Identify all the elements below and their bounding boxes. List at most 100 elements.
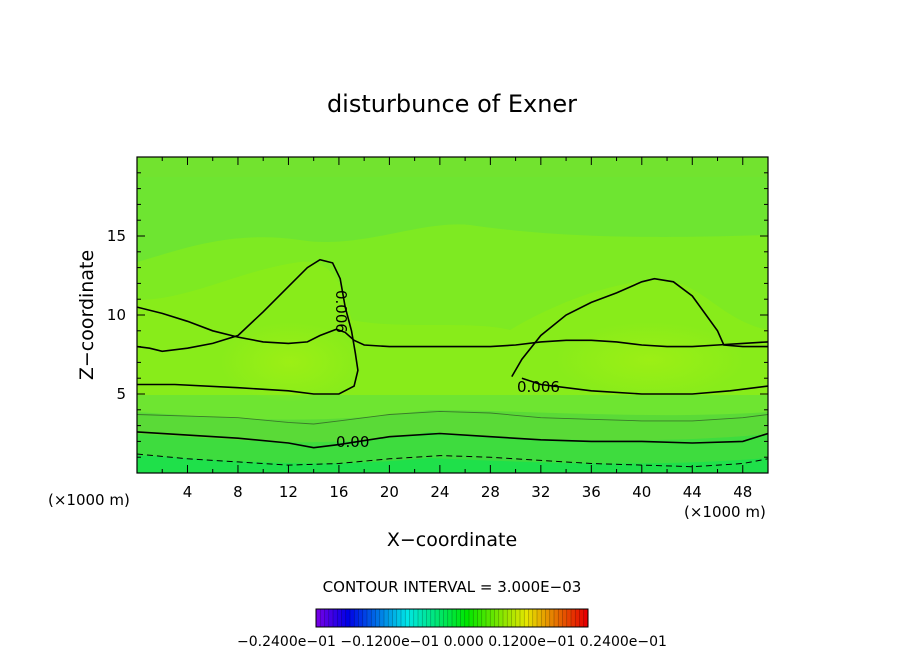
colorbar-swatch xyxy=(498,609,504,627)
x-tick-label: 20 xyxy=(380,483,399,501)
x-tick-label: 48 xyxy=(733,483,752,501)
colorbar-swatch xyxy=(316,609,321,627)
colorbar-swatch xyxy=(392,609,398,627)
colorbar-swatch xyxy=(456,609,461,627)
colorbar-swatch xyxy=(430,609,436,627)
colorbar-swatch xyxy=(435,609,440,627)
colorbar-swatch xyxy=(503,609,508,627)
colorbar-swatch xyxy=(354,609,359,627)
x-tick-label: 40 xyxy=(632,483,651,501)
colorbar-swatch xyxy=(575,609,580,627)
colorbar-swatch xyxy=(545,609,551,627)
colorbar-swatch xyxy=(418,609,423,627)
y-tick-labels: 5 10 15 xyxy=(107,227,126,403)
colorbar-swatch xyxy=(583,609,589,627)
colorbar-swatch xyxy=(541,609,546,627)
contour-label-left: 0.006 xyxy=(332,290,350,333)
x-tick-labels: 4 8 12 16 20 24 28 32 36 40 44 48 xyxy=(183,483,753,501)
colorbar-frame xyxy=(315,608,589,628)
colorbar-swatch xyxy=(409,609,415,627)
colorbar-swatch xyxy=(426,609,432,627)
colorbar-swatch xyxy=(350,609,355,627)
colorbar-swatch xyxy=(341,609,347,627)
colorbar-swatch xyxy=(554,609,559,627)
colorbar-swatch xyxy=(388,609,393,627)
colorbar-swatch xyxy=(481,609,487,627)
x-tick-label: 4 xyxy=(183,483,193,501)
colorbar-swatch xyxy=(443,609,449,627)
x-unit-right: (×1000 m) xyxy=(684,503,766,521)
colorbar-swatch xyxy=(328,609,334,627)
colorbar-swatch xyxy=(379,609,385,627)
colorbar-swatch xyxy=(579,609,585,627)
contour-interval-label: CONTOUR INTERVAL = 3.000E−03 xyxy=(323,578,582,596)
colorbar-swatch xyxy=(571,609,576,627)
plot-fill: 0.006 0.006 0.00 xyxy=(137,157,768,473)
colorbar-swatch xyxy=(566,609,572,627)
x-tick-label: 28 xyxy=(481,483,500,501)
colorbar-swatch xyxy=(507,609,512,627)
y-tick-label: 10 xyxy=(107,306,126,324)
colorbar-swatch xyxy=(549,609,555,627)
colorbar-swatch xyxy=(494,609,500,627)
colorbar-swatch xyxy=(486,609,491,627)
x-axis-label: X−coordinate xyxy=(387,529,517,551)
colorbar-swatch xyxy=(396,609,402,627)
x-tick-label: 44 xyxy=(683,483,702,501)
x-tick-label: 24 xyxy=(430,483,449,501)
chart-title: disturbunce of Exner xyxy=(327,90,577,118)
x-tick-label: 36 xyxy=(582,483,601,501)
x-tick-label: 32 xyxy=(531,483,550,501)
colorbar-swatch xyxy=(345,609,351,627)
colorbar-swatch xyxy=(362,609,368,627)
colorbar-swatch xyxy=(464,609,470,627)
contour-line-2 xyxy=(511,277,768,378)
colorbar-swatch xyxy=(375,609,381,627)
colorbar-swatch xyxy=(460,609,466,627)
x-tick-label: 12 xyxy=(279,483,298,501)
colorbar-swatch xyxy=(371,609,376,627)
colorbar-swatch xyxy=(452,609,457,627)
colorbar-swatch xyxy=(439,609,444,627)
contour-line-3 xyxy=(521,377,768,395)
colorbar-swatch xyxy=(562,609,568,627)
x-unit-left: (×1000 m) xyxy=(48,491,130,509)
colorbar-swatch xyxy=(367,609,372,627)
x-tick-label: 16 xyxy=(329,483,348,501)
colorbar-swatch xyxy=(358,609,364,627)
colorbar-swatch xyxy=(447,609,453,627)
colorbar-swatch xyxy=(473,609,478,627)
colorbar xyxy=(315,609,589,627)
colorbar-swatch xyxy=(333,609,338,627)
y-tick-label: 15 xyxy=(107,227,126,245)
colorbar-swatch xyxy=(469,609,474,627)
colorbar-swatch xyxy=(490,609,495,627)
contour-label-right: 0.006 xyxy=(517,378,560,396)
colorbar-swatch xyxy=(528,609,534,627)
y-axis-label: Z−coordinate xyxy=(76,250,98,380)
colorbar-swatch xyxy=(401,609,406,627)
colorbar-swatch xyxy=(405,609,410,627)
x-tick-label: 8 xyxy=(233,483,243,501)
colorbar-swatch xyxy=(422,609,427,627)
colorbar-swatch xyxy=(413,609,419,627)
colorbar-swatch xyxy=(515,609,521,627)
colorbar-swatch xyxy=(532,609,538,627)
colorbar-swatch xyxy=(511,609,517,627)
contour-line-1 xyxy=(137,258,359,395)
colorbar-swatch xyxy=(477,609,483,627)
colorbar-swatch xyxy=(558,609,563,627)
colorbar-swatch xyxy=(384,609,389,627)
y-tick-label: 5 xyxy=(116,385,126,403)
contour-line-5 xyxy=(137,431,768,449)
axis-ticks xyxy=(137,157,768,473)
contour-line-0 xyxy=(137,306,768,348)
contour-label-zero: 0.00 xyxy=(336,433,369,451)
colorbar-swatch xyxy=(524,609,529,627)
colorbar-swatch xyxy=(324,609,330,627)
colorbar-swatch xyxy=(320,609,325,627)
colorbar-swatch xyxy=(520,609,525,627)
colorbar-labels: −0.2400e−01 −0.1200e−01 0.000 0.1200e−01… xyxy=(237,634,667,650)
colorbar-swatch xyxy=(537,609,542,627)
